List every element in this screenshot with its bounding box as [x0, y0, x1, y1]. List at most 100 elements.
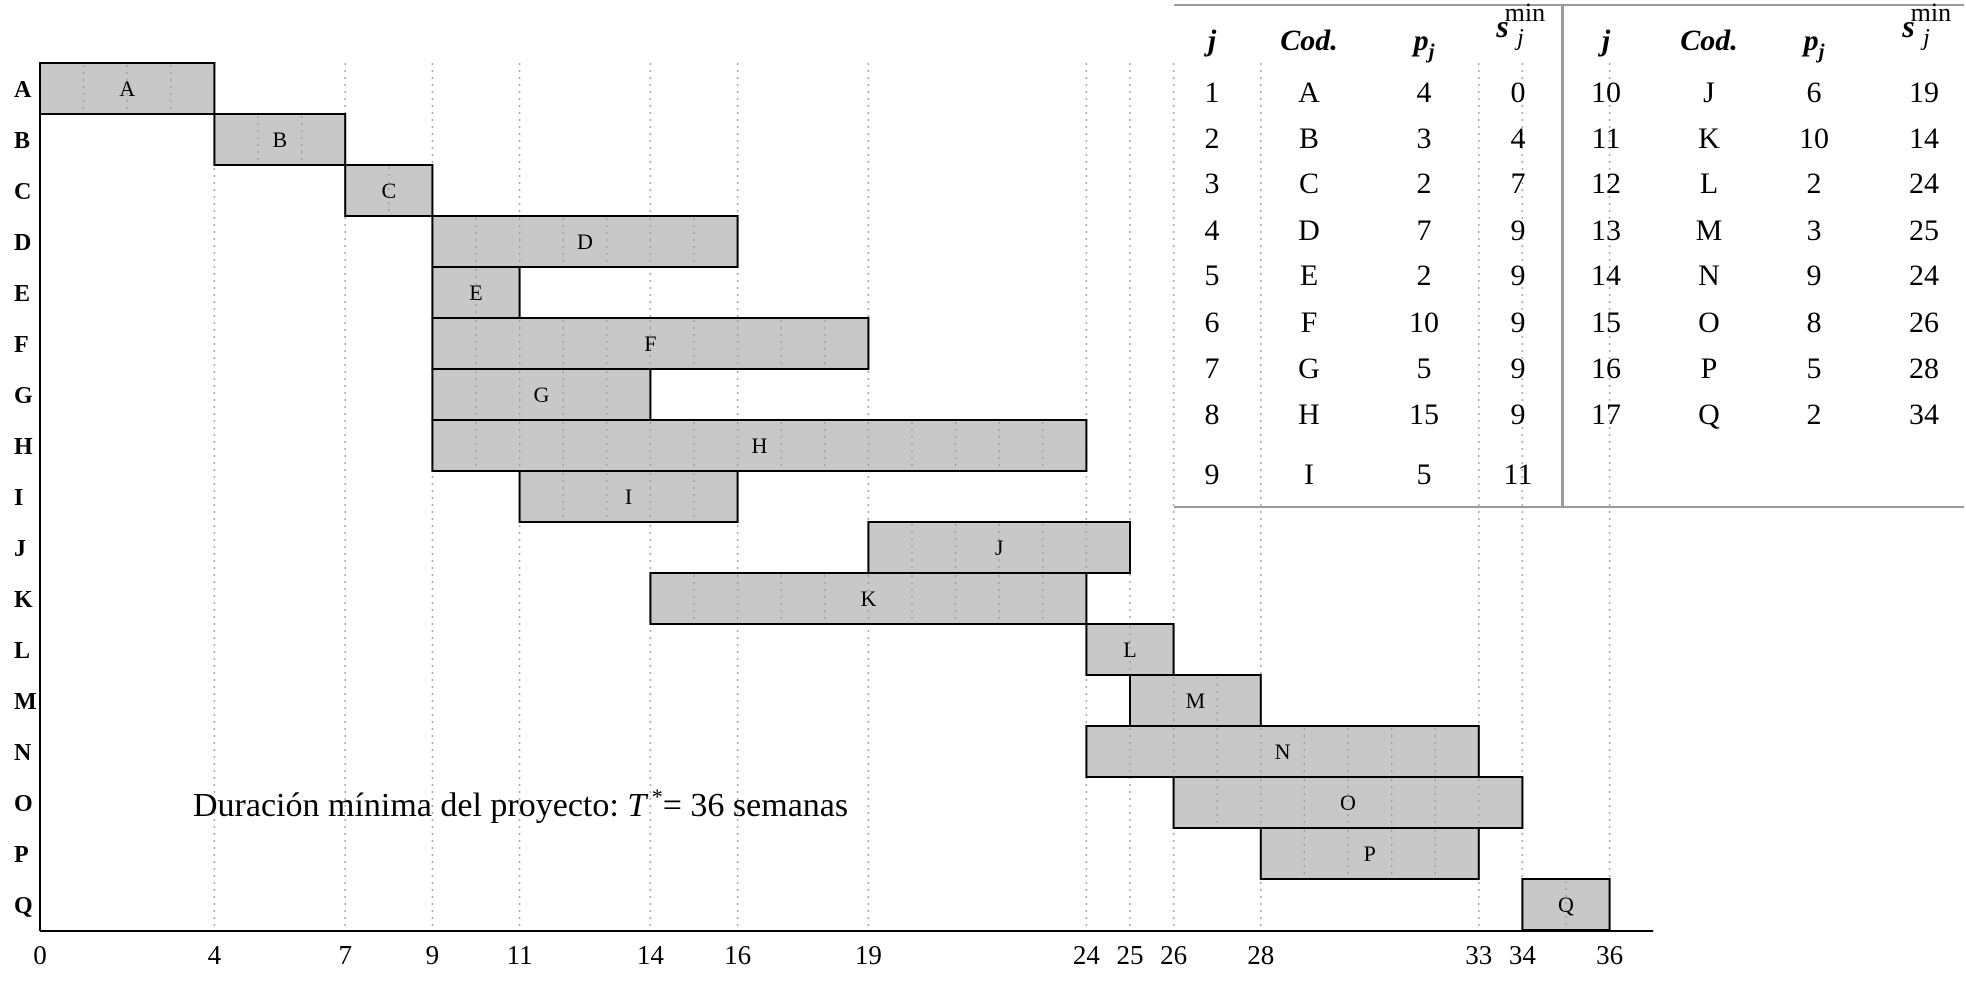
- min-duration-annotation: Duración mínima del proyecto: T *= 36 se…: [193, 784, 848, 824]
- table-cell: O: [1698, 306, 1720, 339]
- row-label-i: I: [14, 485, 23, 511]
- table-cell: 3: [1416, 122, 1432, 155]
- x-tick-label: 7: [338, 940, 352, 970]
- table-cell: L: [1699, 167, 1719, 200]
- row-label-a: A: [14, 77, 32, 103]
- table-cell: E: [1299, 259, 1319, 292]
- x-tick-label: 25: [1117, 940, 1144, 970]
- task-bar-h: [431, 419, 1088, 472]
- task-bar-k: [649, 572, 1088, 625]
- task-bar-i: [518, 470, 739, 523]
- x-tick-label: 11: [507, 940, 533, 970]
- table-cell: 15: [1591, 306, 1621, 339]
- x-tick-label: 24: [1073, 940, 1101, 970]
- table-cell: 24: [1909, 259, 1939, 292]
- table-cell: 2: [1204, 122, 1220, 155]
- task-bar-d: [431, 215, 739, 268]
- table-cell: G: [1298, 352, 1320, 385]
- task-bar-e: [431, 266, 521, 319]
- x-tick-label: 36: [1596, 940, 1623, 970]
- table-cell: 25: [1909, 214, 1939, 247]
- bar-label-l: L: [1123, 637, 1136, 662]
- table-cell: 17: [1591, 398, 1621, 431]
- table-cell: 9: [1510, 214, 1526, 247]
- table-cell: 1: [1204, 76, 1220, 109]
- bar-label-i: I: [625, 484, 632, 509]
- table-cell: 4: [1510, 122, 1526, 155]
- x-tick-label: 26: [1160, 940, 1187, 970]
- table-cell: 11: [1591, 122, 1621, 155]
- table-cell: 11: [1503, 458, 1533, 491]
- row-label-k: K: [14, 587, 33, 613]
- table-cell: 3: [1204, 167, 1220, 200]
- header-p: pj: [1803, 24, 1825, 63]
- table-cell: D: [1298, 214, 1320, 247]
- x-tick-label: 4: [208, 940, 222, 970]
- bar-label-g: G: [533, 382, 549, 407]
- table-cell: 10: [1409, 306, 1439, 339]
- x-tick-label: 0: [33, 940, 47, 970]
- row-label-e: E: [14, 281, 30, 307]
- table-cell: 9: [1510, 306, 1526, 339]
- table-cell: 6: [1204, 306, 1220, 339]
- table-cell: 14: [1591, 259, 1621, 292]
- table-cell: 10: [1799, 122, 1829, 155]
- bar-label-o: O: [1340, 790, 1356, 815]
- table-cell: 34: [1909, 398, 1939, 431]
- table-cell: M: [1695, 214, 1723, 247]
- table-cell: 9: [1510, 352, 1526, 385]
- table-cell: 6: [1806, 76, 1822, 109]
- table-cell: F: [1300, 306, 1318, 339]
- table-cell: 16: [1591, 352, 1621, 385]
- row-label-p: P: [14, 842, 29, 868]
- table-cell: B: [1298, 122, 1320, 155]
- row-label-f: F: [14, 332, 29, 358]
- table-cell: Q: [1698, 398, 1720, 431]
- bar-label-n: N: [1275, 739, 1291, 764]
- row-label-q: Q: [14, 893, 33, 919]
- table-cell: 24: [1909, 167, 1939, 200]
- table-cell: 12: [1591, 167, 1621, 200]
- task-bar-a: [39, 62, 216, 115]
- table-cell: 5: [1806, 352, 1822, 385]
- task-bar-m: [1129, 674, 1262, 727]
- header-smin: sminj: [1496, 0, 1546, 51]
- table-cell: 10: [1591, 76, 1621, 109]
- table-cell: 8: [1204, 398, 1220, 431]
- row-label-d: D: [14, 230, 31, 256]
- row-label-g: G: [14, 383, 33, 409]
- table-cell: 15: [1409, 398, 1439, 431]
- bar-label-c: C: [381, 178, 396, 203]
- x-tick-label: 9: [426, 940, 440, 970]
- table-cell: 5: [1416, 352, 1432, 385]
- bar-label-q: Q: [1558, 892, 1574, 917]
- bar-label-m: M: [1186, 688, 1206, 713]
- table-cell: H: [1298, 398, 1320, 431]
- bar-label-e: E: [469, 280, 482, 305]
- table-cell: N: [1698, 259, 1720, 292]
- table-cell: I: [1304, 458, 1314, 491]
- row-label-c: C: [14, 179, 31, 205]
- header-cod: Cod.: [1280, 24, 1338, 57]
- row-label-h: H: [14, 434, 33, 460]
- table-cell: 5: [1204, 259, 1220, 292]
- bar-label-f: F: [644, 331, 656, 356]
- table-cell: 5: [1416, 458, 1432, 491]
- row-label-m: M: [14, 689, 37, 715]
- row-label-j: J: [14, 536, 26, 562]
- task-bar-j: [867, 521, 1132, 574]
- activity-table: j Cod. pj sminj j Cod. pj sminj 1 A 4 0 2 B 3 4 3 C 2 7 4 D 7 9…: [1174, 0, 1964, 508]
- table-divider: [1561, 6, 1564, 506]
- table-cell: C: [1298, 167, 1320, 200]
- bar-label-a: A: [119, 76, 135, 101]
- table-cell: 4: [1204, 214, 1220, 247]
- task-bar-o: [1172, 776, 1524, 829]
- x-tick-label: 34: [1509, 940, 1537, 970]
- bar-label-d: D: [577, 229, 593, 254]
- table-cell: 7: [1204, 352, 1220, 385]
- table-cell: 26: [1909, 306, 1939, 339]
- table-cell: 28: [1909, 352, 1939, 385]
- row-label-o: O: [14, 791, 33, 817]
- x-tick-label: 14: [637, 940, 665, 970]
